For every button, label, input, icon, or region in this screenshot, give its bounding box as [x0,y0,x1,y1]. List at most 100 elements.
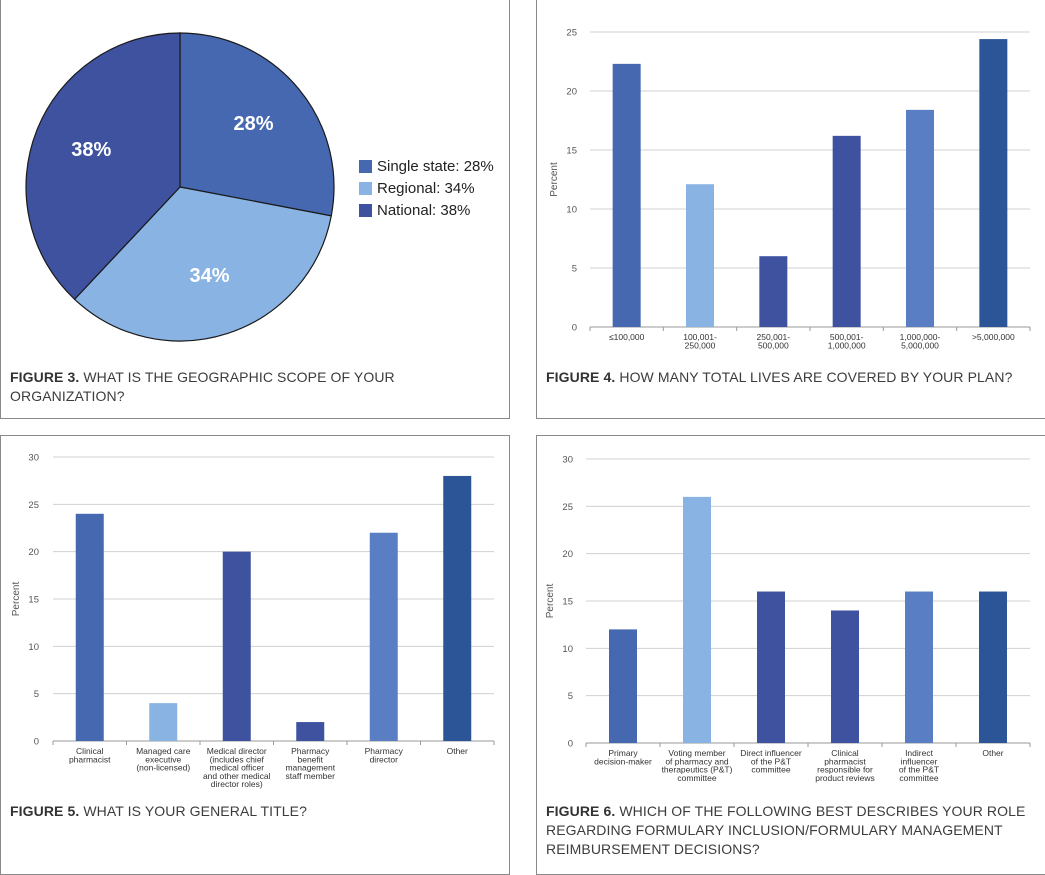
legend-swatch [359,181,372,195]
y-tick-label: 5 [34,689,39,700]
x-tick-label: 500,001-1,000,000 [828,332,866,350]
x-tick-label-line: 5,000,000 [901,340,939,350]
x-tick-label-line: Voting member [668,748,725,758]
x-tick-label-line: staff member [286,771,336,781]
y-tick-label: 25 [28,500,39,511]
x-tick-label-line: 500,000 [758,340,789,350]
bar [443,475,472,741]
x-tick-label: Voting member of pharmacy and therapeutics… [662,748,733,783]
x-tick-label-line: of the P&T [899,765,939,775]
x-tick-label-line: director roles) [211,779,263,789]
x-tick-label-line: product reviews [815,773,875,783]
x-tick-label-line: of the P&T [751,756,791,766]
x-tick-label-line: >5,000,000 [972,332,1015,342]
pie-slice-national [25,32,181,301]
y-axis-label: Percent [11,582,22,617]
y-tick-label: 15 [28,595,39,606]
legend-item-regional: Regional: 34% [359,177,494,199]
x-tick-label: Medical director (includes chief medical o… [203,746,271,789]
figure-4-panel: 0 5 10 15 20 25 Percent ≤100,000 100,001-250,000… [536,0,1045,419]
pie-slice-single-state [179,32,335,217]
x-tick-label-line: and other medical [203,771,271,781]
x-tick-label-line: Other [982,748,1003,758]
figure-6-bar-chart: 0 5 10 15 20 25 30 Percent Primary decision-maker… [545,455,1031,783]
x-tick-label: Pharmacy benefit management staff member [285,746,335,781]
pie-slice-regional [73,186,332,342]
bar [979,39,1008,328]
bar [906,109,934,327]
x-tick-label: Direct influencer of the P&T committee [740,748,802,775]
x-tick-label-line: Clinical [76,746,104,756]
x-tick-label: 1,000,000-5,000,000 [900,332,941,350]
y-tick-label: 10 [562,644,573,655]
bar [149,703,178,741]
x-tick-label-line: 1,000,000 [828,340,866,350]
x-tick-label-line: decision-maker [594,756,652,766]
bar [832,135,861,327]
figure-4-caption-text: HOW MANY TOTAL LIVES ARE COVERED BY YOUR… [619,369,1013,385]
y-tick-label: 20 [28,547,39,558]
y-axis-label: Percent [545,584,556,619]
figure-4-caption: FIGURE 4. HOW MANY TOTAL LIVES ARE COVER… [546,368,1037,387]
x-tick-label-line: management [285,763,335,773]
figure-6-caption-text: WHICH OF THE FOLLOWING BEST DESCRIBES YO… [546,803,1026,857]
figure-5-caption-prefix: FIGURE 5. [10,803,80,819]
x-tick-label-line: therapeutics (P&T) [662,765,733,775]
x-tick-label-line: Other [447,746,468,756]
x-tick-label-line: committee [677,773,716,783]
legend-item-national: National: 38% [359,199,494,221]
y-tick-label: 0 [572,323,577,334]
y-tick-label: 15 [566,146,577,157]
x-tick-label-line: 100,001- [683,332,717,342]
x-tick-label: Pharmacy director [365,746,404,764]
legend-label: Single state: 28% [377,157,494,175]
y-tick-label: 25 [566,28,577,39]
bar [222,551,251,741]
x-tick-label-line: Direct influencer [740,748,802,758]
x-tick-label: Indirect influencer of the P&T committee [899,748,939,783]
x-tick-label-line: 250,001- [757,332,791,342]
x-tick-label-line: Primary [608,748,638,758]
bar [369,532,398,741]
bar [905,591,933,743]
figure-6-caption: FIGURE 6. WHICH OF THE FOLLOWING BEST DE… [546,802,1037,859]
x-tick-label: Other [447,746,468,756]
figure-6-panel: 0 5 10 15 20 25 30 Percent Primary decision-maker… [536,435,1045,875]
x-tick-label: Clinical pharmacist [69,746,111,764]
x-tick-label: 250,001-500,000 [757,332,791,350]
figure-5-panel: 0 5 10 15 20 25 30 Percent Clinical pharmacist Man… [0,435,510,875]
figure-3-caption-prefix: FIGURE 3. [10,369,80,385]
y-tick-label: 25 [562,502,573,513]
x-tick-label: Other [982,748,1003,758]
legend-swatch [359,159,372,173]
y-tick-label: 15 [562,597,573,608]
bar [759,256,788,327]
y-tick-label: 0 [568,739,573,750]
legend-label: National: 38% [377,201,471,219]
y-tick-label: 5 [572,264,577,275]
x-tick-label-line: 1,000,000- [900,332,941,342]
bar [296,722,325,741]
x-tick-label-line: director [370,754,399,764]
x-tick-label-line: responsible for [817,765,873,775]
pie-slice-label: 28% [234,113,274,135]
figure-3-panel: 28% 34% 38% Single state: 28% Regional: 34… [0,0,510,419]
x-tick-label: Managed care executive (non-licensed) [136,746,191,773]
x-tick-label-line: Pharmacy [291,746,330,756]
bar [757,591,785,743]
x-tick-label-line: Managed care [136,746,191,756]
y-tick-label: 10 [566,205,577,216]
figure-4-bar-chart: 0 5 10 15 20 25 Percent ≤100,000 100,001-250,000… [549,28,1031,350]
legend-item-single-state: Single state: 28% [359,155,494,177]
figure-3-caption-text: WHAT IS THE GEOGRAPHIC SCOPE OF YOUR ORG… [10,369,395,404]
x-tick-label-line: Clinical [831,748,859,758]
x-tick-label-line: 250,000 [685,340,716,350]
x-tick-label-line: pharmacist [824,756,866,766]
bar [686,184,714,327]
y-tick-label: 30 [28,453,39,464]
x-tick-label: 100,001-250,000 [683,332,717,350]
x-tick-label: >5,000,000 [972,332,1015,342]
y-tick-label: 20 [566,87,577,98]
legend-label: Regional: 34% [377,179,475,197]
x-tick-label-line: of pharmacy and [665,756,729,766]
